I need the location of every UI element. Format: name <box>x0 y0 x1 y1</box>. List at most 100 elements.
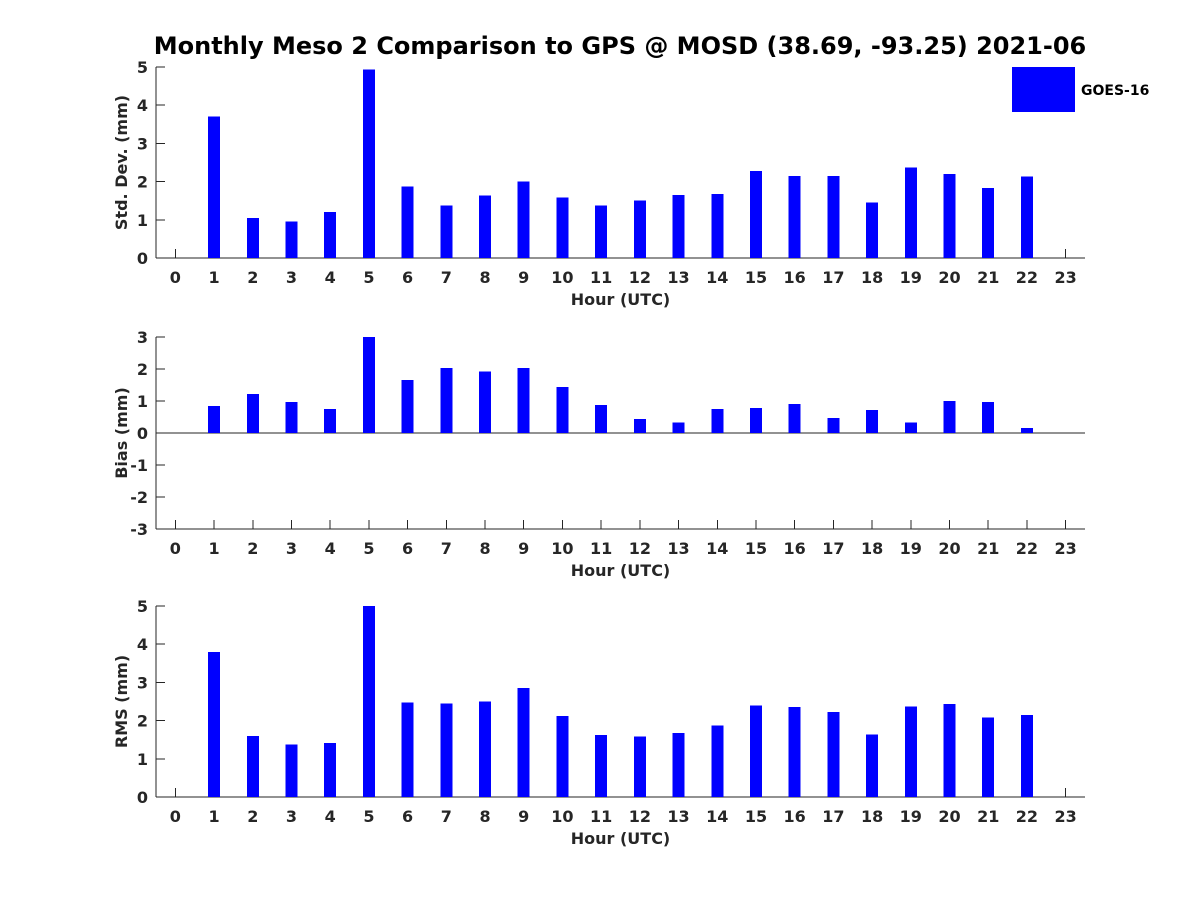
x-tick-label: 6 <box>402 807 413 826</box>
x-tick-label: 4 <box>325 807 336 826</box>
y-tick-label: 3 <box>137 673 148 692</box>
x-axis-label: Hour (UTC) <box>571 290 671 309</box>
bar-rms-hour-14 <box>711 725 724 797</box>
x-tick-label: 15 <box>745 539 767 558</box>
bar-stddev-hour-14 <box>711 193 724 258</box>
x-tick-label: 5 <box>363 807 374 826</box>
x-tick-label: 3 <box>286 268 297 287</box>
bar-bias-hour-2 <box>246 393 259 433</box>
bar-bias-hour-22 <box>1020 428 1033 433</box>
bar-bias-hour-12 <box>633 419 646 433</box>
x-tick-label: 6 <box>402 268 413 287</box>
y-tick-label: 3 <box>137 328 148 347</box>
x-tick-label: 7 <box>441 268 452 287</box>
x-tick-label: 6 <box>402 539 413 558</box>
bar-stddev-hour-1 <box>208 116 221 258</box>
bar-rms-hour-19 <box>904 706 917 797</box>
x-tick-label: 14 <box>706 268 728 287</box>
x-tick-label: 13 <box>667 539 689 558</box>
y-axis-label: Bias (mm) <box>112 387 131 479</box>
x-tick-label: 5 <box>363 268 374 287</box>
x-tick-label: 20 <box>938 539 960 558</box>
bar-rms-hour-9 <box>517 688 530 797</box>
y-tick-label: -3 <box>130 520 148 539</box>
bar-rms-hour-10 <box>556 716 569 797</box>
bar-bias-hour-3 <box>285 401 298 433</box>
x-tick-label: 2 <box>247 807 258 826</box>
bar-rms-hour-8 <box>479 701 492 797</box>
bar-rms-hour-15 <box>749 705 762 797</box>
y-tick-label: 5 <box>137 597 148 616</box>
x-tick-label: 14 <box>706 807 728 826</box>
bar-stddev-hour-11 <box>595 205 608 258</box>
x-tick-label: 0 <box>170 268 181 287</box>
x-tick-label: 7 <box>441 807 452 826</box>
x-tick-label: 19 <box>900 268 922 287</box>
y-tick-label: 4 <box>137 635 148 654</box>
x-tick-label: 21 <box>977 539 999 558</box>
bar-stddev-hour-9 <box>517 181 530 258</box>
x-tick-label: 16 <box>784 539 806 558</box>
y-tick-label: -2 <box>130 488 148 507</box>
x-tick-label: 21 <box>977 807 999 826</box>
bar-bias-hour-11 <box>595 404 608 433</box>
bar-bias-hour-13 <box>672 422 685 433</box>
bar-rms-hour-13 <box>672 733 685 797</box>
bar-stddev-hour-20 <box>943 173 956 258</box>
x-tick-label: 12 <box>629 268 651 287</box>
x-tick-label: 0 <box>170 539 181 558</box>
bar-rms-hour-17 <box>827 712 840 797</box>
bar-rms-hour-16 <box>788 707 801 797</box>
legend-label-goes-16: GOES-16 <box>1081 83 1149 99</box>
bar-rms-hour-1 <box>208 651 221 797</box>
bar-stddev-hour-5 <box>362 69 375 258</box>
bar-stddev-hour-7 <box>440 205 453 258</box>
x-tick-label: 11 <box>590 268 612 287</box>
y-tick-label: 1 <box>137 750 148 769</box>
x-tick-label: 12 <box>629 539 651 558</box>
bar-stddev-hour-6 <box>401 186 414 258</box>
y-tick-label: -1 <box>130 456 148 475</box>
bar-bias-hour-21 <box>982 401 995 433</box>
y-tick-label: 0 <box>137 788 148 807</box>
bar-stddev-hour-18 <box>866 202 879 258</box>
x-tick-label: 4 <box>325 539 336 558</box>
bar-rms-hour-7 <box>440 703 453 797</box>
x-tick-label: 21 <box>977 268 999 287</box>
bar-rms-hour-5 <box>362 606 375 797</box>
bar-stddev-hour-22 <box>1020 176 1033 258</box>
y-tick-label: 2 <box>137 712 148 731</box>
x-tick-label: 8 <box>479 807 490 826</box>
bar-bias-hour-20 <box>943 401 956 433</box>
x-tick-label: 0 <box>170 807 181 826</box>
y-tick-label: 0 <box>137 424 148 443</box>
bar-bias-hour-6 <box>401 380 414 433</box>
x-tick-label: 10 <box>551 539 573 558</box>
y-tick-label: 1 <box>137 211 148 230</box>
bar-rms-hour-18 <box>866 734 879 797</box>
bar-rms-hour-6 <box>401 702 414 797</box>
x-tick-label: 15 <box>745 268 767 287</box>
x-tick-label: 19 <box>900 539 922 558</box>
x-tick-label: 23 <box>1055 807 1077 826</box>
bar-bias-hour-16 <box>788 404 801 433</box>
x-tick-label: 17 <box>822 539 844 558</box>
bar-rms-hour-4 <box>324 742 337 797</box>
x-tick-label: 2 <box>247 268 258 287</box>
y-tick-label: 5 <box>137 58 148 77</box>
bar-bias-hour-19 <box>904 422 917 433</box>
bar-rms-hour-21 <box>982 717 995 797</box>
x-tick-label: 9 <box>518 807 529 826</box>
bar-stddev-hour-4 <box>324 212 337 258</box>
bar-bias-hour-4 <box>324 409 337 433</box>
x-tick-label: 16 <box>784 268 806 287</box>
bar-stddev-hour-19 <box>904 167 917 258</box>
x-tick-label: 18 <box>861 268 883 287</box>
x-axis-label: Hour (UTC) <box>571 561 671 580</box>
bar-rms-hour-11 <box>595 735 608 797</box>
x-tick-label: 23 <box>1055 268 1077 287</box>
x-tick-label: 11 <box>590 807 612 826</box>
x-tick-label: 7 <box>441 539 452 558</box>
y-tick-label: 3 <box>137 134 148 153</box>
